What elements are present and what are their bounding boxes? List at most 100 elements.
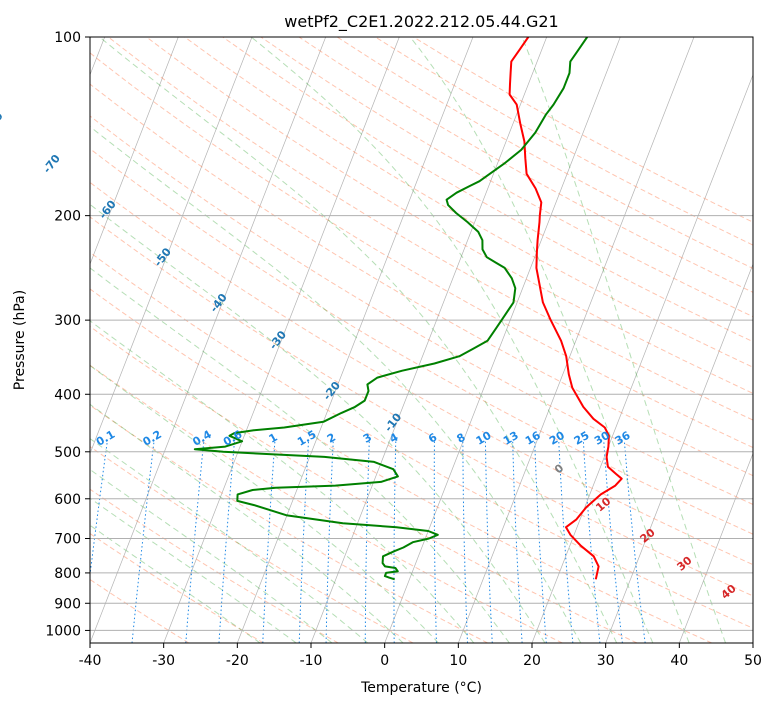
mixing-ratio-label: 20 xyxy=(547,429,567,448)
moist-adiabat-line xyxy=(90,267,510,643)
mixing-ratio-line xyxy=(90,441,108,579)
pressure-gridlines xyxy=(90,37,753,631)
mixing-ratio-line xyxy=(582,441,601,643)
moist-adiabat-line xyxy=(90,497,297,643)
dry-adiabat-line xyxy=(90,325,638,643)
x-tick-label: -10 xyxy=(300,653,323,669)
dry-adiabat-line xyxy=(222,37,753,343)
moist-adiabat-line xyxy=(521,37,727,643)
dry-adiabat-line xyxy=(375,37,753,246)
dry-adiabat-line xyxy=(146,37,753,394)
y-axis-ticks: 100 200 300 400 500 600 700 800 900 1000 xyxy=(45,30,90,639)
dry-adiabat-line xyxy=(90,288,712,643)
isotherm-line xyxy=(90,37,327,643)
isotherm-label: -70 xyxy=(40,152,63,176)
moist-adiabat-line xyxy=(250,37,654,643)
isotherm-line xyxy=(457,37,695,643)
mixing-ratio-label: 36 xyxy=(613,429,633,448)
isotherm-line xyxy=(531,73,753,643)
moist-adiabat-line xyxy=(90,125,582,643)
moist-adiabat-label: 40 xyxy=(719,582,739,602)
isotherm-label: -20 xyxy=(321,379,344,403)
mixing-ratio-line xyxy=(558,441,574,643)
x-axis-ticks: -40 -30 -20 -10 0 10 20 30 40 50 xyxy=(79,643,762,669)
isotherm-line xyxy=(90,37,179,266)
moist-adiabat-line xyxy=(99,37,618,643)
y-tick-label: 800 xyxy=(54,566,81,582)
dry-adiabat-line xyxy=(90,216,753,597)
dry-adiabat-line xyxy=(90,488,339,643)
x-tick-label: 30 xyxy=(597,653,615,669)
mixing-ratio-line xyxy=(364,441,370,643)
x-axis-label: Temperature (°C) xyxy=(360,680,482,696)
x-tick-label: -40 xyxy=(79,653,102,669)
mixing-ratio-label: 2 xyxy=(325,431,338,446)
moist-adiabat-label: 20 xyxy=(638,526,658,546)
mixing-ratio-line xyxy=(131,441,155,643)
moist-adiabat-line xyxy=(409,37,690,643)
y-tick-label: 900 xyxy=(54,596,81,612)
isotherm-line xyxy=(163,37,400,643)
x-tick-label: 40 xyxy=(670,653,688,669)
mixing-ratio-label: 10 xyxy=(474,429,494,448)
y-tick-label: 100 xyxy=(54,30,81,46)
mixing-ratio-line xyxy=(462,441,468,643)
isotherm-label: -30 xyxy=(267,328,290,352)
dry-adiabat-line xyxy=(90,532,264,643)
plot-frame xyxy=(89,36,754,644)
mixing-ratio-line xyxy=(325,441,334,643)
x-tick-label: -30 xyxy=(152,653,175,669)
mixing-ratio-label: 16 xyxy=(523,429,543,448)
isotherm-line xyxy=(605,263,753,643)
mixing-ratio-line xyxy=(603,441,623,643)
moist-adiabat-line xyxy=(90,437,369,643)
mixing-ratio-line xyxy=(433,441,437,643)
mixing-ratio-line xyxy=(393,441,397,643)
dry-adiabat-line xyxy=(260,37,753,318)
dry-adiabat-line xyxy=(90,251,753,629)
dry-adiabat-line xyxy=(107,37,753,421)
dry-adiabat-line xyxy=(90,52,753,449)
x-tick-label: 50 xyxy=(744,653,762,669)
mixing-ratio-label: 8 xyxy=(455,431,468,446)
moist-adiabat-label: 30 xyxy=(674,554,694,574)
dry-adiabat-line xyxy=(90,83,753,477)
dry-adiabat-line xyxy=(298,37,753,293)
dry-adiabat-line xyxy=(90,181,753,566)
x-tick-label: 20 xyxy=(523,653,541,669)
mixing-ratio-label: 13 xyxy=(501,429,521,448)
isotherm-line xyxy=(678,452,753,643)
mixing-ratio-line xyxy=(534,441,547,643)
mixing-ratio-line xyxy=(185,441,205,643)
dry-adiabat-line xyxy=(90,148,753,535)
isotherm-line xyxy=(236,37,474,643)
isotherm-line xyxy=(384,37,621,643)
dry-adiabat-line xyxy=(90,404,488,643)
moist-adiabat-line xyxy=(90,364,439,643)
moist-adiabat-line xyxy=(90,203,546,643)
mixing-ratio-label: 0.2 xyxy=(141,428,164,449)
isotherm-line xyxy=(752,642,753,643)
mixing-ratio-line xyxy=(262,441,276,643)
mixing-ratio-label: 3 xyxy=(361,431,374,446)
y-tick-label: 300 xyxy=(54,313,81,329)
y-tick-label: 400 xyxy=(54,387,81,403)
moist-adiabat-line xyxy=(90,403,404,643)
profile-series xyxy=(193,37,623,581)
mixing-ratio-label: 6 xyxy=(426,431,439,446)
dewpoint-profile-line xyxy=(193,37,589,581)
mixing-ratio-label: 0.4 xyxy=(190,428,214,449)
mixing-ratio-label: 1.5 xyxy=(295,428,318,449)
x-tick-label: 10 xyxy=(449,653,467,669)
mixing-ratio-label: 25 xyxy=(572,429,592,448)
mixing-ratio-line xyxy=(512,441,523,643)
y-axis-label: Pressure (hPa) xyxy=(12,290,28,390)
chart-title: wetPf2_C2E1.2022.212.05.44.G21 xyxy=(284,12,558,32)
y-tick-label: 700 xyxy=(54,532,81,548)
mixing-ratio-label: 1 xyxy=(267,431,280,446)
temperature-profile-line xyxy=(508,37,623,580)
dry-adiabat-line xyxy=(413,37,753,223)
isotherm-line xyxy=(90,37,253,455)
